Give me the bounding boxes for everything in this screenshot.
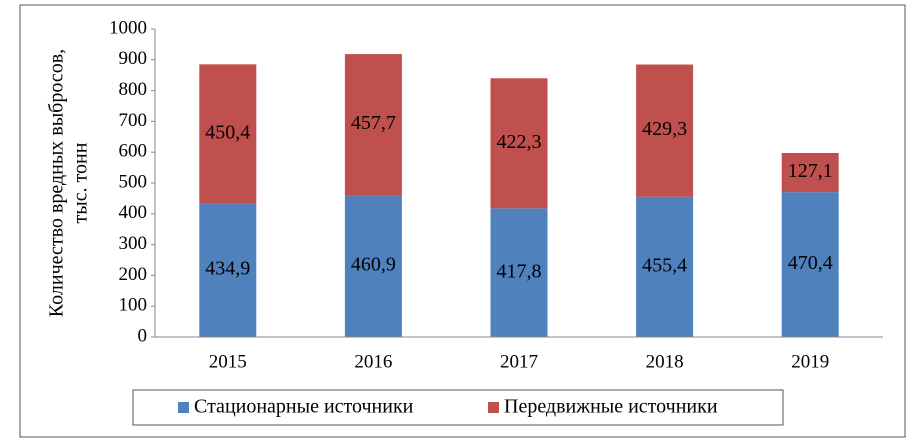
legend-label: Стационарные источники xyxy=(194,396,414,418)
legend-swatch xyxy=(178,402,189,413)
x-tick-label: 2016 xyxy=(354,351,392,372)
bar-segment xyxy=(636,196,694,337)
data-label: 450,4 xyxy=(205,121,250,143)
y-tick-label: 500 xyxy=(119,171,148,192)
y-tick-label: 200 xyxy=(119,264,148,285)
bar-segment xyxy=(781,152,839,193)
data-label: 127,1 xyxy=(788,160,833,182)
x-tick-label: 2018 xyxy=(646,351,684,372)
data-label: 422,3 xyxy=(497,131,542,153)
data-label: 470,4 xyxy=(788,252,833,274)
y-axis-label: тыс. тонн xyxy=(70,142,92,223)
y-tick-label: 400 xyxy=(119,202,148,223)
data-label: 455,4 xyxy=(642,254,687,276)
bar-segment xyxy=(199,64,257,204)
bar-segment xyxy=(490,208,548,337)
bar-segment xyxy=(781,192,839,337)
legend-box xyxy=(132,389,784,426)
y-tick-label: 0 xyxy=(138,325,148,346)
data-label: 417,8 xyxy=(497,260,542,282)
chart-frame xyxy=(19,4,906,438)
bar-segment xyxy=(636,64,694,197)
y-tick-label: 600 xyxy=(119,141,148,162)
y-tick-label: 800 xyxy=(119,79,148,100)
x-tick-label: 2015 xyxy=(209,351,247,372)
y-tick-label: 1000 xyxy=(109,17,147,38)
legend-swatch xyxy=(488,402,499,413)
y-tick-label: 900 xyxy=(119,48,148,69)
y-tick-label: 300 xyxy=(119,233,148,254)
data-label: 434,9 xyxy=(205,258,250,280)
x-tick-label: 2019 xyxy=(791,351,829,372)
bar-segment xyxy=(199,203,257,337)
bar-segment xyxy=(344,54,402,196)
bar-segment xyxy=(490,78,548,209)
data-label: 460,9 xyxy=(351,254,396,276)
x-tick-label: 2017 xyxy=(500,351,538,372)
bar-segment xyxy=(344,195,402,337)
y-tick-label: 100 xyxy=(119,295,148,316)
legend-label: Передвижные источники xyxy=(504,396,718,418)
y-tick-label: 700 xyxy=(119,110,148,131)
data-label: 457,7 xyxy=(351,112,396,134)
data-label: 429,3 xyxy=(642,118,687,140)
y-axis-label: Количество вредных выбросов, xyxy=(46,49,68,317)
